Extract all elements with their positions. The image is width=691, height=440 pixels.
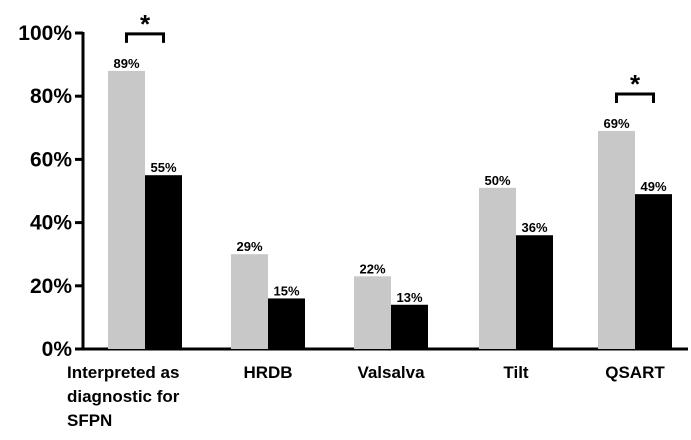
data-label: 69% xyxy=(603,116,629,131)
x-tick-label: QSART xyxy=(605,363,665,382)
significance-star: * xyxy=(630,69,641,99)
bar-series-2 xyxy=(516,235,553,349)
data-label: 36% xyxy=(521,220,547,235)
x-tick-label: diagnostic for xyxy=(67,387,180,406)
y-tick-label: 80% xyxy=(30,85,72,108)
x-tick-label: Interpreted as xyxy=(67,363,179,382)
data-label: 49% xyxy=(640,179,666,194)
data-label: 13% xyxy=(396,290,422,305)
y-tick-label: 20% xyxy=(30,275,72,298)
data-label: 15% xyxy=(273,283,299,298)
bar-series-2 xyxy=(268,298,305,349)
significance-bracket xyxy=(615,92,655,103)
data-label: 55% xyxy=(150,160,176,175)
bar-series-1 xyxy=(479,187,516,349)
y-tick-label: 100% xyxy=(18,22,72,45)
bar-series-1 xyxy=(108,70,145,350)
bar-series-1 xyxy=(231,254,268,349)
x-tick-label: Valsalva xyxy=(357,363,425,382)
x-tick-label: HRDB xyxy=(243,363,292,382)
bar-series-2 xyxy=(391,304,428,349)
y-tick-label: 40% xyxy=(30,212,72,235)
significance-star: * xyxy=(140,9,151,39)
y-tick-label: 0% xyxy=(42,338,73,361)
x-tick-label: Tilt xyxy=(503,363,529,382)
data-label: 29% xyxy=(236,239,262,254)
bar-series-2 xyxy=(635,194,672,349)
data-label: 22% xyxy=(359,261,385,276)
x-tick-label: SFPN xyxy=(67,411,112,430)
bar-series-1 xyxy=(354,276,391,349)
bar-series-2 xyxy=(145,175,182,349)
data-label: 89% xyxy=(113,56,139,71)
bar-series-1 xyxy=(598,130,635,349)
significance-bracket xyxy=(125,32,165,43)
y-tick-label: 60% xyxy=(30,148,72,171)
data-label: 50% xyxy=(484,173,510,188)
